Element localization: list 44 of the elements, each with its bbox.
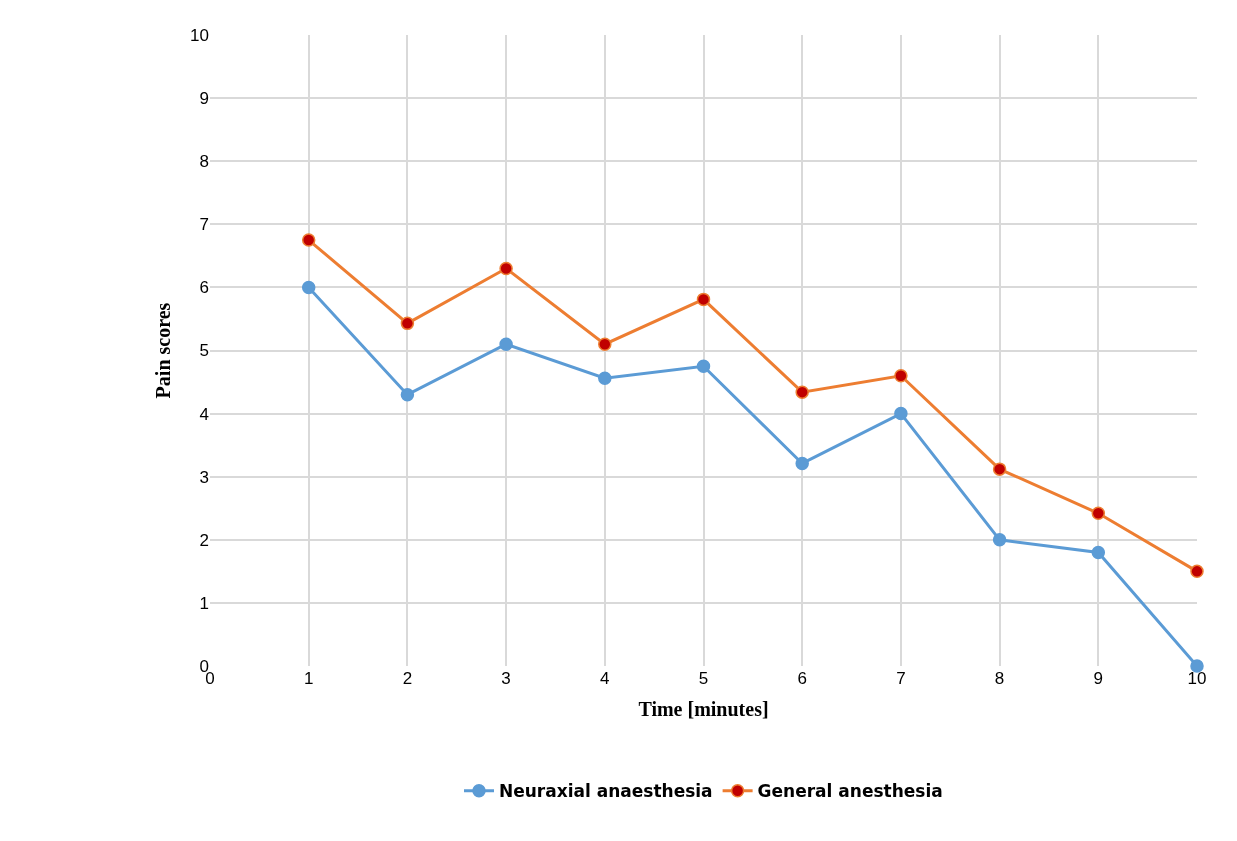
x-tick-label: 3	[501, 669, 511, 688]
point	[499, 337, 513, 351]
x-tick-label: 7	[896, 669, 906, 688]
x-tick-label: 8	[994, 669, 1005, 688]
x-axis-title: Time [minutes]	[638, 697, 769, 720]
x-tick-label: 6	[797, 669, 807, 688]
x-tick-label: 2	[402, 669, 413, 688]
y-tick-label: 2	[199, 530, 209, 550]
y-tick-label: 10	[190, 25, 209, 45]
y-tick-label: 3	[199, 467, 209, 487]
point	[795, 456, 809, 471]
point	[598, 337, 612, 351]
point	[894, 368, 908, 383]
y-tick-label: 5	[199, 341, 209, 361]
point	[1190, 564, 1204, 579]
legend-label: Neuraxial anaesthesia	[499, 781, 713, 802]
point	[301, 233, 316, 247]
point	[1091, 545, 1106, 560]
y-tick-label: 1	[199, 593, 209, 613]
y-tick-label: 4	[199, 404, 209, 424]
point	[795, 385, 809, 399]
point	[598, 371, 612, 385]
y-tick-label: 6	[199, 278, 209, 298]
x-tick-label: 5	[698, 669, 709, 688]
point	[696, 292, 711, 307]
legend-label: General anesthesia	[757, 781, 943, 802]
x-tick-label: 9	[1093, 669, 1104, 688]
point	[400, 316, 415, 331]
point	[894, 406, 908, 421]
point	[1091, 506, 1106, 521]
point	[992, 533, 1007, 547]
x-tick-label: 1	[303, 669, 314, 688]
y-tick-label: 7	[199, 215, 209, 235]
point	[696, 359, 711, 374]
y-tick-label: 8	[199, 152, 209, 172]
y-tick-label: 9	[199, 89, 209, 109]
x-tick-label: 10	[1187, 669, 1207, 688]
point	[301, 280, 316, 295]
point	[400, 387, 415, 402]
point	[992, 462, 1007, 476]
y-axis-title: Pain scores	[151, 302, 174, 399]
point	[499, 261, 513, 276]
point	[1190, 659, 1204, 673]
x-tick-label: 4	[600, 669, 610, 688]
